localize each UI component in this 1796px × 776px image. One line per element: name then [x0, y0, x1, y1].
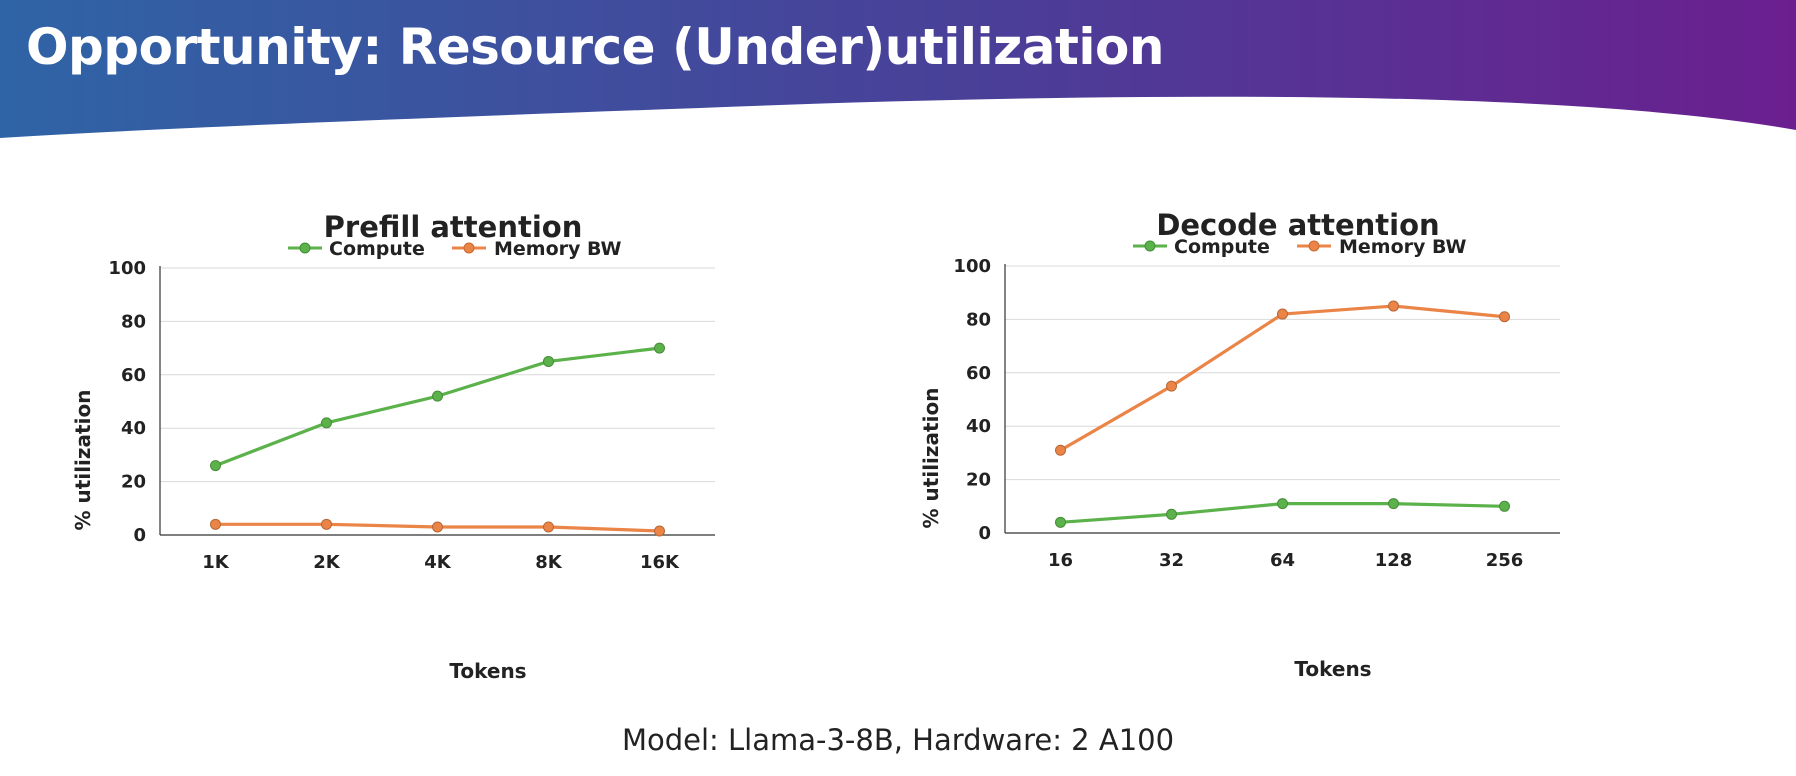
data-point-compute — [1499, 500, 1510, 512]
y-tick-label: 60 — [121, 365, 146, 386]
data-point-memory-bw — [1166, 380, 1177, 392]
decode-attention-chart: Decode attention Compute Memory BW Token… — [919, 208, 1560, 681]
x-tick-label: 16 — [1048, 550, 1073, 571]
data-point-memory-bw — [543, 521, 554, 533]
x-tick-label: 16K — [640, 552, 680, 573]
legend-compute-label: Compute — [1174, 236, 1270, 258]
y-tick-label: 40 — [121, 418, 146, 439]
x-tick-label: 4K — [424, 552, 452, 573]
data-point-memory-bw — [432, 521, 443, 533]
title-banner — [0, 0, 1796, 138]
banner-shape — [0, 0, 1796, 138]
x-tick-label: 256 — [1486, 550, 1524, 571]
data-point-memory-bw — [321, 518, 332, 530]
data-point-compute — [210, 460, 221, 472]
y-tick-label: 100 — [953, 256, 991, 277]
x-tick-label: 2K — [313, 552, 341, 573]
x-tick-label: 32 — [1159, 550, 1184, 571]
legend-memory-marker — [463, 242, 475, 254]
series-line-compute — [213, 346, 662, 468]
y-tick-label: 80 — [966, 309, 991, 330]
data-point-compute — [321, 417, 332, 429]
data-point-compute — [1388, 498, 1399, 510]
data-point-compute — [1166, 508, 1177, 520]
y-tick-label: 20 — [966, 470, 991, 491]
prefill-attention-chart: Prefill attention Compute Memory BW Toke… — [71, 210, 715, 683]
x-axis-title: Tokens — [1294, 657, 1371, 681]
plot-area: 0 20 40 60 80 100 16 32 64 128 256 — [953, 256, 1560, 571]
legend-memory-label: Memory BW — [1339, 236, 1466, 258]
chart-legend: Compute Memory BW — [288, 238, 621, 260]
data-point-compute — [432, 390, 443, 402]
y-tick-label: 0 — [133, 525, 146, 546]
chart-title: Prefill attention — [324, 210, 583, 244]
x-tick-label: 8K — [535, 552, 563, 573]
y-tick-label: 80 — [121, 311, 146, 332]
series-line-memory-bw — [1058, 304, 1507, 452]
y-tick-label: 40 — [966, 416, 991, 437]
legend-compute-label: Compute — [329, 238, 425, 260]
data-point-compute — [1055, 516, 1066, 528]
x-tick-label: 128 — [1375, 550, 1413, 571]
legend-compute-marker — [1144, 240, 1156, 252]
y-tick-label: 20 — [121, 472, 146, 493]
data-point-memory-bw — [654, 525, 665, 537]
data-point-memory-bw — [1499, 311, 1510, 323]
x-tick-label: 64 — [1270, 550, 1295, 571]
y-axis-title: % utilization — [71, 390, 95, 531]
plot-area: 0 20 40 60 80 100 1K 2K 4K 8K 16K — [108, 258, 715, 573]
data-point-memory-bw — [1277, 308, 1288, 320]
data-point-memory-bw — [210, 518, 221, 530]
data-point-compute — [543, 355, 554, 367]
chart-legend: Compute Memory BW — [1133, 236, 1466, 258]
x-axis-title: Tokens — [449, 659, 526, 683]
y-tick-label: 100 — [108, 258, 146, 279]
chart-title: Decode attention — [1156, 208, 1439, 242]
slide-caption: Model: Llama-3-8B, Hardware: 2 A100 — [621, 723, 1175, 757]
x-tick-label: 1K — [202, 552, 230, 573]
data-point-compute — [1277, 498, 1288, 510]
slide-title: Opportunity: Resource (Under)utilization — [26, 18, 1164, 76]
legend-memory-label: Memory BW — [494, 238, 621, 260]
data-point-memory-bw — [1055, 444, 1066, 456]
data-point-memory-bw — [1388, 300, 1399, 312]
legend-memory-marker — [1308, 240, 1320, 252]
data-point-compute — [654, 342, 665, 354]
y-tick-label: 60 — [966, 363, 991, 384]
y-axis-title: % utilization — [919, 388, 943, 529]
legend-compute-marker — [299, 242, 311, 254]
y-tick-label: 0 — [978, 523, 991, 544]
